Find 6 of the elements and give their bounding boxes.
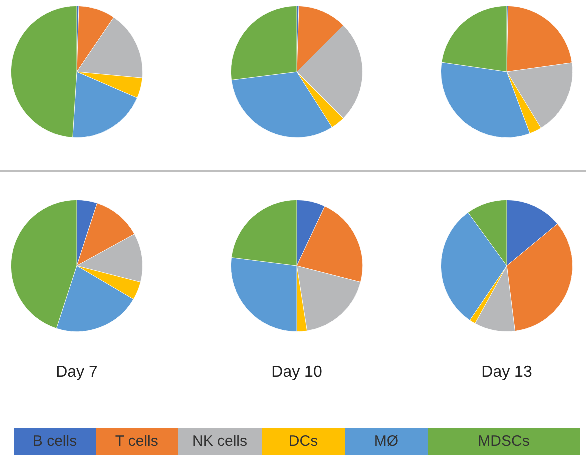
text: Day 13 bbox=[480, 364, 534, 382]
legend-label: B cells bbox=[32, 428, 96, 455]
legend-label: MØ bbox=[374, 428, 428, 455]
text: Day 10 bbox=[270, 364, 324, 382]
text: Day 7 bbox=[55, 364, 99, 382]
legend-label: MDSCs bbox=[478, 428, 580, 455]
